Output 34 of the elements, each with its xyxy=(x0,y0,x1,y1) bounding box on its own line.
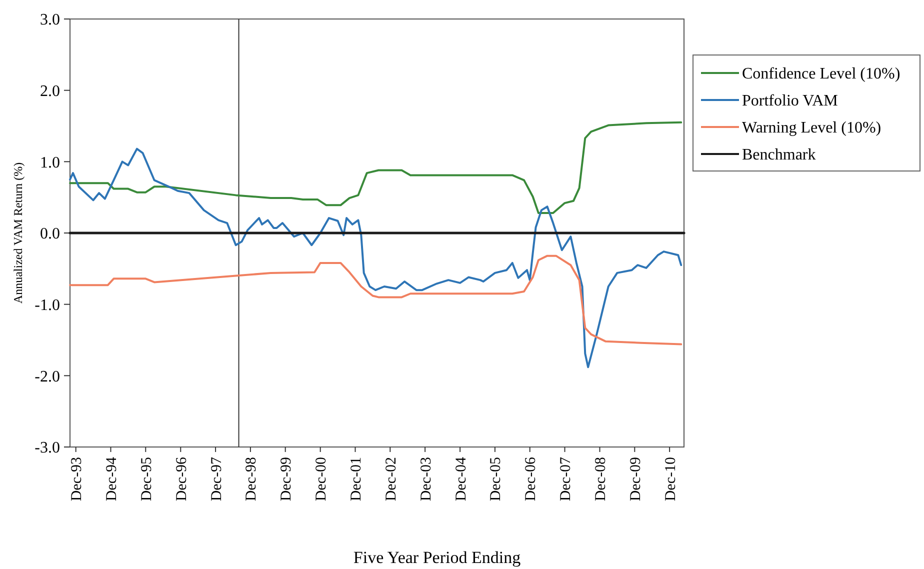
x-tick-label: Dec-99 xyxy=(278,457,295,502)
x-tick-label: Dec-10 xyxy=(662,457,679,502)
y-tick-label: -1.0 xyxy=(34,296,60,314)
x-axis-title: Five Year Period Ending xyxy=(353,548,522,567)
x-tick-label: Dec-04 xyxy=(453,456,470,502)
x-tick-label: Dec-97 xyxy=(208,456,225,502)
line-series xyxy=(69,254,682,346)
x-tick-label: Dec-05 xyxy=(488,457,504,502)
line-series xyxy=(69,121,682,214)
x-tick-label: Dec-08 xyxy=(593,457,610,502)
y-tick-label: -3.0 xyxy=(34,440,60,457)
legend-label: Confidence Level (10%) xyxy=(742,66,900,83)
x-tick-label: Dec-06 xyxy=(523,456,540,502)
x-tick-label: Dec-03 xyxy=(418,457,434,502)
y-tick-label: -2.0 xyxy=(34,368,60,386)
x-tick-label: Dec-00 xyxy=(314,457,330,502)
x-tick-label: Dec-96 xyxy=(174,456,190,502)
x-tick-label: Dec-07 xyxy=(558,456,574,502)
x-tick-label: Dec-93 xyxy=(69,457,86,502)
legend-label: Portfolio VAM xyxy=(742,92,838,110)
x-tick-label: Dec-01 xyxy=(348,457,364,502)
x-tick-label: Dec-95 xyxy=(138,457,155,502)
x-tick-label: Dec-09 xyxy=(628,457,644,502)
x-tick-label: Dec-94 xyxy=(104,456,120,502)
y-axis-title: Annualized VAM Return (%) xyxy=(11,162,25,304)
legend-label: Warning Level (10%) xyxy=(742,120,882,137)
x-tick-label: Dec-02 xyxy=(383,457,400,502)
legend-label: Benchmark xyxy=(742,146,816,164)
y-tick-label: 0.0 xyxy=(40,226,60,243)
line-series xyxy=(69,148,682,368)
y-tick-label: 1.0 xyxy=(40,154,60,172)
x-tick-label: Dec-98 xyxy=(244,457,260,502)
y-tick-label: 2.0 xyxy=(40,82,60,100)
y-tick-label: 3.0 xyxy=(40,12,60,29)
